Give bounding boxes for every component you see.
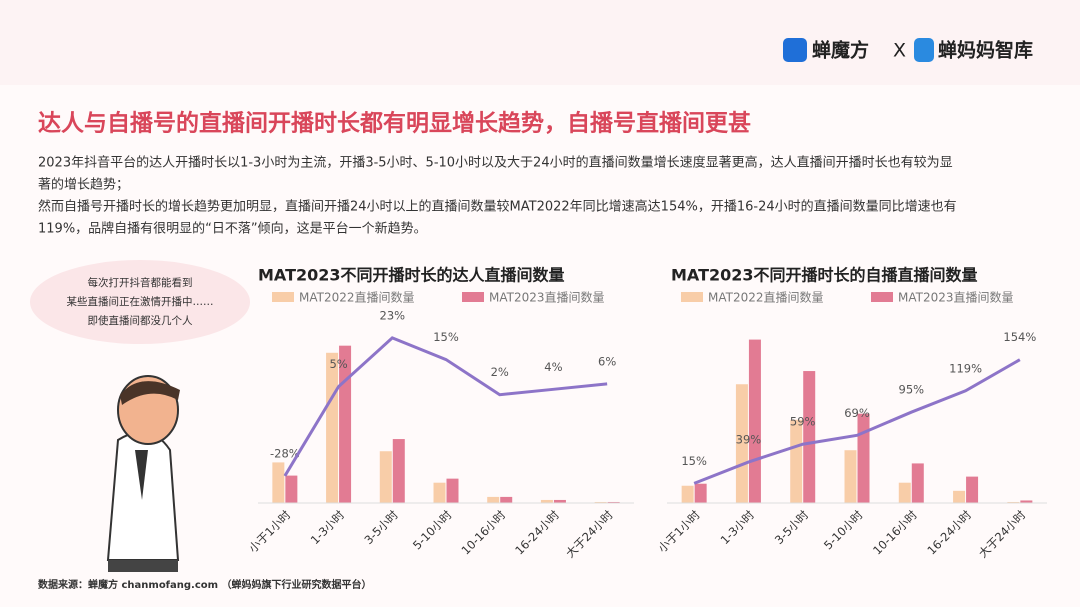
legend-swatch bbox=[681, 292, 703, 302]
bubble-line: 某些直播间正在激情开播中…… bbox=[67, 295, 214, 308]
line bbox=[283, 336, 608, 477]
data-label: 39% bbox=[736, 433, 762, 447]
paragraph-line: 119%，品牌自播有很明显的“日不落”倾向，这是平台一个新趋势。 bbox=[38, 221, 427, 237]
data-label: 2% bbox=[491, 365, 509, 379]
logo-icon bbox=[914, 38, 934, 62]
data-label: 4% bbox=[544, 360, 562, 374]
data-label: 15% bbox=[433, 330, 459, 344]
bar bbox=[735, 384, 748, 503]
paragraph-line: 然而自播号开播时长的增长趋势更加明显，直播间开播24小时以上的直播间数量较MAT… bbox=[38, 199, 957, 215]
bar bbox=[500, 496, 513, 503]
data-label: 23% bbox=[380, 308, 406, 322]
bar bbox=[790, 419, 803, 503]
bar bbox=[446, 478, 459, 503]
illustration bbox=[106, 375, 180, 572]
brand: 蝉妈妈智库 bbox=[938, 39, 1033, 62]
bar bbox=[379, 451, 392, 503]
data-label: -28% bbox=[270, 446, 300, 460]
legend-label: MAT2023直播间数量 bbox=[489, 290, 605, 305]
bar bbox=[694, 483, 707, 503]
data-label: 5% bbox=[329, 357, 347, 371]
data-label: 59% bbox=[790, 415, 816, 429]
bar bbox=[272, 462, 285, 503]
bar bbox=[953, 490, 966, 503]
legend-swatch bbox=[272, 292, 294, 302]
bar bbox=[392, 439, 405, 503]
chart-title: MAT2023不同开播时长的达人直播间数量 bbox=[258, 266, 565, 285]
data-label: 69% bbox=[844, 406, 870, 420]
header-band bbox=[0, 0, 1080, 85]
legend-label: MAT2022直播间数量 bbox=[299, 290, 415, 305]
logo-icon bbox=[783, 38, 807, 62]
bar bbox=[857, 413, 870, 503]
paragraph-line: 2023年抖音平台的达人开播时长以1-3小时为主流，开播3-5小时、5-10小时… bbox=[38, 155, 953, 171]
data-label: 119% bbox=[949, 361, 982, 375]
slide-title: 达人与自播号的直播间开播时长都有明显增长趋势，自播号直播间更甚 bbox=[38, 110, 751, 137]
legend-label: MAT2023直播间数量 bbox=[898, 290, 1014, 305]
paragraph: 2023年抖音平台的达人开播时长以1-3小时为主流，开播3-5小时、5-10小时… bbox=[38, 155, 957, 237]
chart-title: MAT2023不同开播时长的自播直播间数量 bbox=[671, 266, 978, 285]
legend-swatch bbox=[462, 292, 484, 302]
bar bbox=[803, 371, 816, 503]
bar bbox=[540, 499, 553, 503]
paragraph-line: 著的增长趋势； bbox=[38, 177, 129, 193]
bar bbox=[966, 476, 979, 503]
data-label: 154% bbox=[1003, 330, 1036, 344]
bar bbox=[594, 501, 607, 503]
bubble-line: 即使直播间都没几个人 bbox=[88, 314, 193, 327]
line bbox=[693, 358, 1021, 485]
data-label: 95% bbox=[899, 383, 925, 397]
legend-swatch bbox=[871, 292, 893, 302]
data-label: 15% bbox=[681, 454, 707, 468]
brand: 蝉魔方 bbox=[812, 39, 869, 62]
bar bbox=[911, 463, 924, 503]
bar bbox=[553, 499, 566, 503]
bar bbox=[487, 496, 500, 503]
bar bbox=[433, 482, 446, 503]
bar bbox=[285, 475, 298, 503]
bar bbox=[326, 352, 339, 503]
bar bbox=[844, 450, 857, 503]
source: 数据来源：蝉魔方 chanmofang.com （蝉妈妈旗下行业研究数据平台） bbox=[38, 578, 372, 591]
bubble-line: 每次打开抖音都能看到 bbox=[88, 276, 193, 289]
separator: X bbox=[893, 40, 906, 62]
data-label: 6% bbox=[598, 354, 616, 368]
legend-label: MAT2022直播间数量 bbox=[708, 290, 824, 305]
bar bbox=[1007, 501, 1020, 503]
bar bbox=[1020, 500, 1033, 503]
speech-bubble bbox=[30, 260, 250, 344]
bar bbox=[607, 501, 620, 503]
bar bbox=[898, 482, 911, 503]
bar bbox=[748, 339, 761, 503]
bar bbox=[681, 485, 694, 503]
